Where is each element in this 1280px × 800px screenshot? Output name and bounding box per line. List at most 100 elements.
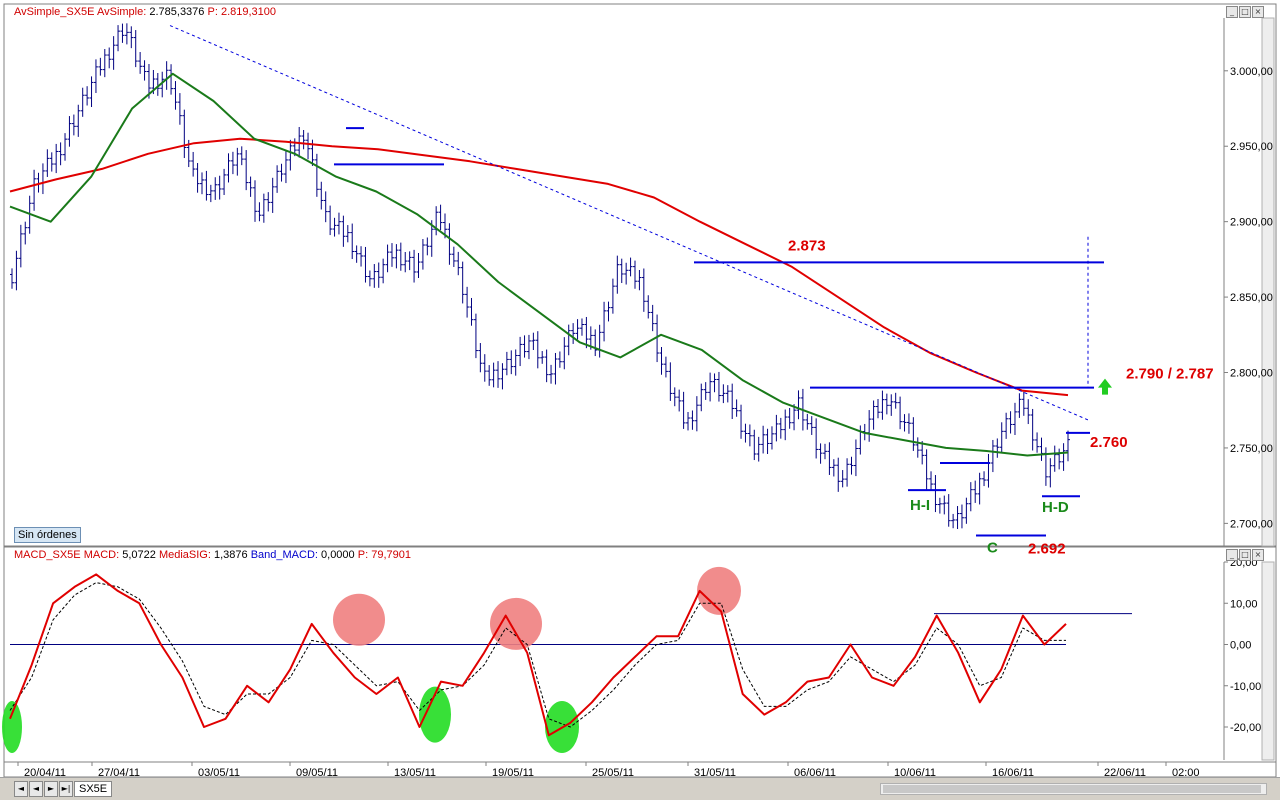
price-bar: [884, 393, 889, 415]
close-icon[interactable]: ×: [1252, 6, 1264, 18]
price-bar: [133, 30, 138, 68]
price-bar: [734, 399, 739, 417]
trendline: [169, 25, 1091, 422]
price-bar: [765, 428, 770, 455]
price-bar: [18, 224, 23, 268]
price-bar: [655, 314, 660, 363]
next-page-icon[interactable]: ►: [44, 781, 58, 797]
close-icon[interactable]: ×: [1252, 549, 1264, 561]
upper-legend: AvSimple_SX5E AvSimple: 2.785,3376 P: 2.…: [14, 6, 276, 18]
price-bar: [973, 480, 978, 503]
price-bar: [345, 225, 350, 243]
maximize-icon[interactable]: □: [1239, 6, 1251, 18]
price-bar: [230, 151, 235, 175]
horizontal-scrollbar[interactable]: [880, 783, 1267, 795]
price-bar: [204, 170, 209, 201]
price-bar: [606, 301, 611, 322]
price-bar: [76, 104, 81, 137]
maximize-icon[interactable]: □: [1239, 549, 1251, 561]
price-bar: [557, 351, 562, 368]
up-arrow-icon: [1098, 378, 1112, 395]
price-bar: [787, 407, 792, 429]
price-bar: [491, 362, 496, 388]
price-bar: [690, 410, 695, 430]
macd-signal-line: [9, 582, 1066, 728]
price-bar: [1012, 402, 1017, 436]
scrollbar-thumb[interactable]: [883, 785, 1261, 793]
price-bar: [239, 146, 244, 166]
minimize-icon[interactable]: _: [1226, 6, 1238, 18]
price-bar: [85, 86, 90, 106]
symbol-tab[interactable]: SX5E: [74, 781, 113, 797]
minimize-icon[interactable]: _: [1226, 549, 1238, 561]
price-bar: [911, 417, 916, 451]
price-bar: [403, 252, 408, 273]
peak-circle: [333, 593, 385, 646]
price-bar: [522, 335, 527, 358]
ma-long-line: [9, 137, 1069, 397]
price-bar: [138, 52, 143, 74]
price-bar: [32, 169, 37, 211]
price-bar: [394, 244, 399, 269]
lower-band-label: Band_MACD:: [250, 549, 318, 561]
price-bar: [102, 49, 107, 78]
y-tick-label: 2.700,00: [1230, 518, 1273, 530]
price-bar: [500, 363, 505, 390]
price-bar: [889, 394, 894, 416]
upper-window-controls: _ □ ×: [1226, 6, 1264, 18]
x-tick-label: 25/05/11: [592, 767, 634, 779]
price-bar: [677, 389, 682, 412]
price-bar: [1061, 443, 1066, 471]
x-tick-label: 16/06/11: [992, 767, 1034, 779]
price-bar: [796, 390, 801, 420]
prev-page-icon[interactable]: ◄: [29, 781, 43, 797]
price-bar: [367, 270, 372, 287]
price-bar: [531, 332, 536, 350]
price-bar: [619, 258, 624, 284]
price-bar: [456, 251, 461, 276]
upper-indicator-label: AvSimple:: [96, 6, 147, 18]
annotation-label: 2.873: [788, 237, 826, 254]
price-bar: [571, 323, 576, 344]
price-bar: [63, 133, 68, 161]
price-bar: [332, 217, 337, 237]
price-bar: [959, 504, 964, 529]
first-page-icon[interactable]: ◄: [14, 781, 28, 797]
price-bar: [853, 439, 858, 477]
upper-series-name: AvSimple_SX5E: [14, 6, 95, 18]
annotation-label: 2.790 / 2.787: [1126, 366, 1214, 383]
no-orders-button[interactable]: Sin órdenes: [14, 527, 81, 543]
last-page-icon[interactable]: ►|: [59, 781, 73, 797]
price-bar: [98, 57, 103, 76]
price-bar: [876, 398, 881, 419]
price-bar: [169, 64, 174, 95]
y-tick-label: 3.000,00: [1230, 66, 1273, 78]
price-bar: [513, 349, 518, 376]
price-bar: [270, 177, 275, 213]
upper-indicator-value: 2.785,3376: [149, 6, 205, 18]
price-bar: [438, 204, 443, 231]
lower-legend: MACD_SX5E MACD: 5,0722 MediaSIG: 1,3876 …: [14, 549, 411, 561]
annotation-label: H-I: [910, 497, 930, 514]
price-bar: [93, 59, 98, 93]
price-bar: [195, 163, 200, 193]
price-bar: [641, 268, 646, 312]
price-bar: [708, 372, 713, 402]
y-tick-label: 2.850,00: [1230, 292, 1273, 304]
price-bar: [792, 404, 797, 431]
price-bar: [217, 175, 222, 200]
annotation-label: C: [987, 539, 998, 556]
price-bar: [155, 72, 160, 96]
price-bar: [593, 329, 598, 357]
price-bar: [487, 365, 492, 386]
trough-circle: [2, 701, 22, 753]
price-bar: [849, 456, 854, 475]
price-bar: [628, 257, 633, 277]
price-bar: [14, 250, 19, 291]
price-bar: [712, 373, 717, 393]
price-bar: [540, 351, 545, 364]
price-bar: [1048, 458, 1053, 488]
price-bar: [977, 472, 982, 505]
price-bar: [951, 513, 956, 529]
